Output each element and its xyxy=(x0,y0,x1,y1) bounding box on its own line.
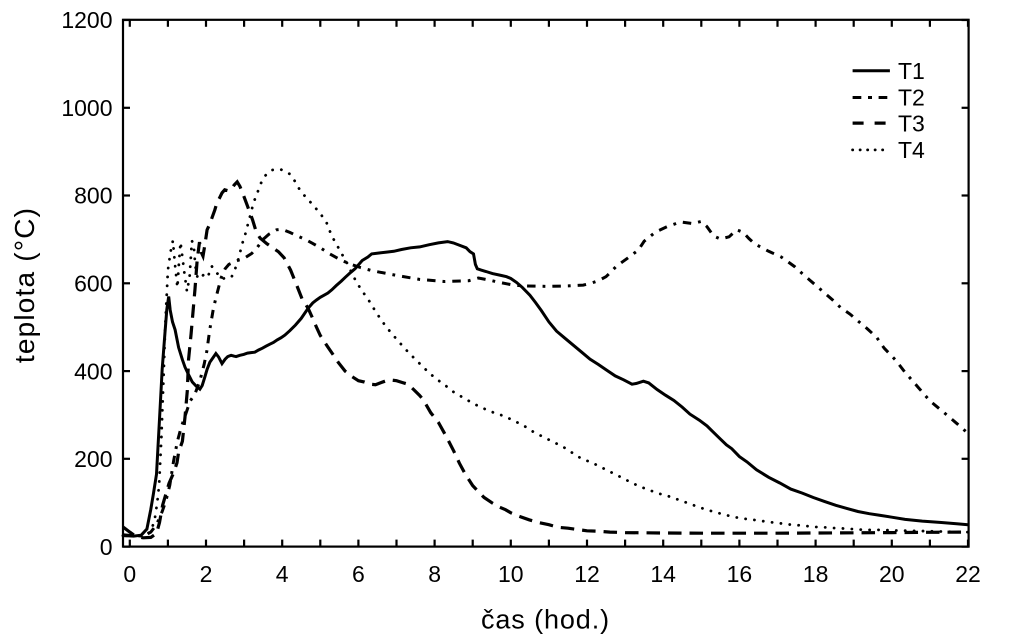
svg-text:800: 800 xyxy=(74,183,112,209)
svg-text:20: 20 xyxy=(879,561,905,587)
svg-text:teplota (°C): teplota (°C) xyxy=(9,207,40,363)
svg-text:12: 12 xyxy=(574,561,600,587)
svg-text:0: 0 xyxy=(100,534,113,560)
svg-text:T1: T1 xyxy=(898,58,925,84)
svg-text:2: 2 xyxy=(200,561,213,587)
svg-text:18: 18 xyxy=(803,561,829,587)
svg-text:T2: T2 xyxy=(898,85,925,111)
svg-text:6: 6 xyxy=(352,561,365,587)
svg-text:1000: 1000 xyxy=(61,95,112,121)
svg-text:200: 200 xyxy=(74,446,112,472)
svg-text:400: 400 xyxy=(74,358,112,384)
svg-text:600: 600 xyxy=(74,271,112,297)
svg-text:0: 0 xyxy=(123,561,136,587)
svg-text:16: 16 xyxy=(727,561,753,587)
svg-text:T3: T3 xyxy=(898,110,925,136)
svg-text:14: 14 xyxy=(650,561,676,587)
svg-text:8: 8 xyxy=(428,561,441,587)
svg-text:čas (hod.): čas (hod.) xyxy=(481,604,610,634)
svg-text:1200: 1200 xyxy=(61,7,112,33)
svg-text:4: 4 xyxy=(276,561,289,587)
svg-text:T4: T4 xyxy=(898,137,925,163)
svg-text:22: 22 xyxy=(955,561,981,587)
svg-text:10: 10 xyxy=(498,561,524,587)
